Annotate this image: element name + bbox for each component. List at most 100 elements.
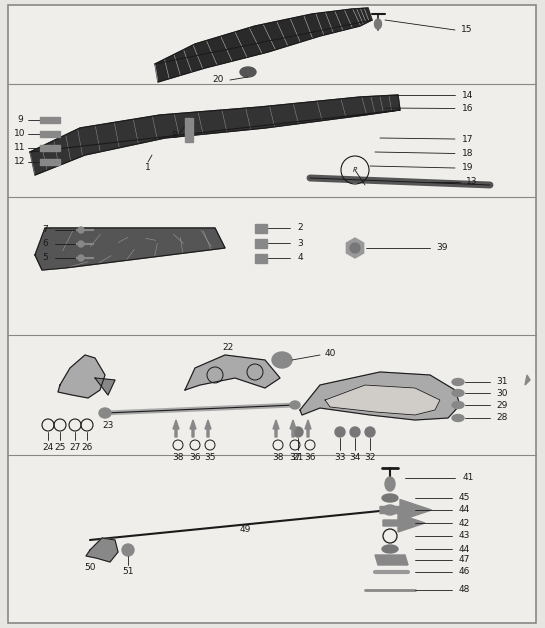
Text: 4: 4 (297, 254, 303, 263)
Text: 27: 27 (69, 443, 81, 452)
Text: 34: 34 (349, 453, 361, 462)
Text: 9: 9 (17, 116, 23, 124)
Circle shape (335, 427, 345, 437)
FancyArrow shape (205, 420, 211, 437)
Bar (40, 145, 60, 151)
FancyArrow shape (273, 420, 279, 437)
Text: 13: 13 (467, 178, 478, 187)
Circle shape (293, 427, 303, 437)
Text: 38: 38 (172, 453, 184, 462)
Text: 19: 19 (462, 163, 474, 173)
Ellipse shape (452, 389, 464, 396)
Ellipse shape (290, 401, 300, 409)
Text: 33: 33 (334, 453, 346, 462)
FancyArrow shape (305, 420, 311, 437)
Text: 22: 22 (222, 344, 234, 352)
Text: 51: 51 (122, 568, 134, 577)
Text: 48: 48 (458, 585, 470, 595)
Text: 10: 10 (14, 129, 26, 139)
Text: 15: 15 (461, 26, 473, 35)
Polygon shape (325, 385, 440, 415)
Ellipse shape (452, 379, 464, 386)
FancyArrow shape (380, 499, 432, 521)
Bar (255, 224, 267, 233)
Polygon shape (155, 8, 372, 82)
Text: 29: 29 (496, 401, 508, 409)
Text: 46: 46 (458, 568, 470, 577)
Text: 6: 6 (42, 239, 48, 249)
Ellipse shape (382, 545, 398, 553)
Bar (40, 117, 60, 123)
Text: 44: 44 (458, 544, 470, 553)
Bar (40, 159, 60, 165)
Circle shape (122, 544, 134, 556)
Text: 49: 49 (239, 526, 251, 534)
Ellipse shape (240, 67, 256, 77)
Text: 37: 37 (289, 453, 301, 462)
Polygon shape (58, 355, 105, 398)
Text: 2: 2 (297, 224, 303, 232)
Polygon shape (30, 95, 400, 175)
Circle shape (78, 227, 84, 233)
Text: 40: 40 (324, 349, 336, 357)
FancyArrow shape (290, 420, 296, 437)
Text: 1: 1 (145, 163, 151, 173)
Ellipse shape (99, 408, 111, 418)
Text: 36: 36 (189, 453, 201, 462)
FancyArrow shape (173, 420, 179, 437)
Text: 8: 8 (171, 131, 177, 139)
Text: 35: 35 (204, 453, 216, 462)
Bar (185, 118, 193, 142)
Text: 28: 28 (496, 413, 508, 423)
Text: 36: 36 (304, 453, 316, 462)
Circle shape (78, 241, 84, 247)
Text: 38: 38 (272, 453, 284, 462)
Text: 25: 25 (54, 443, 66, 452)
Bar (255, 239, 267, 248)
Bar (40, 131, 60, 137)
Text: 12: 12 (14, 158, 26, 166)
Text: 30: 30 (496, 389, 508, 398)
Circle shape (350, 243, 360, 253)
Polygon shape (375, 555, 408, 565)
Ellipse shape (383, 505, 397, 515)
Text: 32: 32 (364, 453, 376, 462)
Polygon shape (35, 228, 225, 270)
Ellipse shape (272, 352, 292, 368)
Text: 21: 21 (292, 453, 304, 462)
Ellipse shape (452, 414, 464, 421)
Polygon shape (525, 375, 530, 385)
Text: 7: 7 (42, 225, 48, 234)
Text: 45: 45 (458, 494, 470, 502)
Circle shape (350, 427, 360, 437)
Text: 20: 20 (213, 75, 223, 85)
Ellipse shape (385, 477, 395, 491)
Polygon shape (185, 355, 280, 390)
Polygon shape (300, 372, 460, 420)
Text: 42: 42 (458, 519, 470, 528)
Text: 11: 11 (14, 144, 26, 153)
Text: 31: 31 (496, 377, 508, 386)
Text: 43: 43 (458, 531, 470, 541)
Polygon shape (95, 378, 115, 395)
FancyArrow shape (383, 514, 425, 532)
Text: 47: 47 (458, 556, 470, 565)
Text: 14: 14 (462, 90, 474, 99)
Bar (255, 254, 267, 263)
Text: 24: 24 (43, 443, 53, 452)
Text: 17: 17 (462, 134, 474, 144)
Text: 26: 26 (81, 443, 93, 452)
Text: 16: 16 (462, 104, 474, 113)
FancyArrow shape (190, 420, 196, 437)
Ellipse shape (452, 401, 464, 408)
Ellipse shape (374, 19, 381, 29)
Text: 3: 3 (297, 239, 303, 247)
Text: P: P (353, 167, 357, 173)
Ellipse shape (382, 494, 398, 502)
Circle shape (78, 255, 84, 261)
Text: 50: 50 (84, 563, 96, 573)
Text: 5: 5 (42, 254, 48, 263)
Text: 44: 44 (458, 506, 470, 514)
Text: 23: 23 (102, 421, 114, 430)
Text: 18: 18 (462, 149, 474, 158)
